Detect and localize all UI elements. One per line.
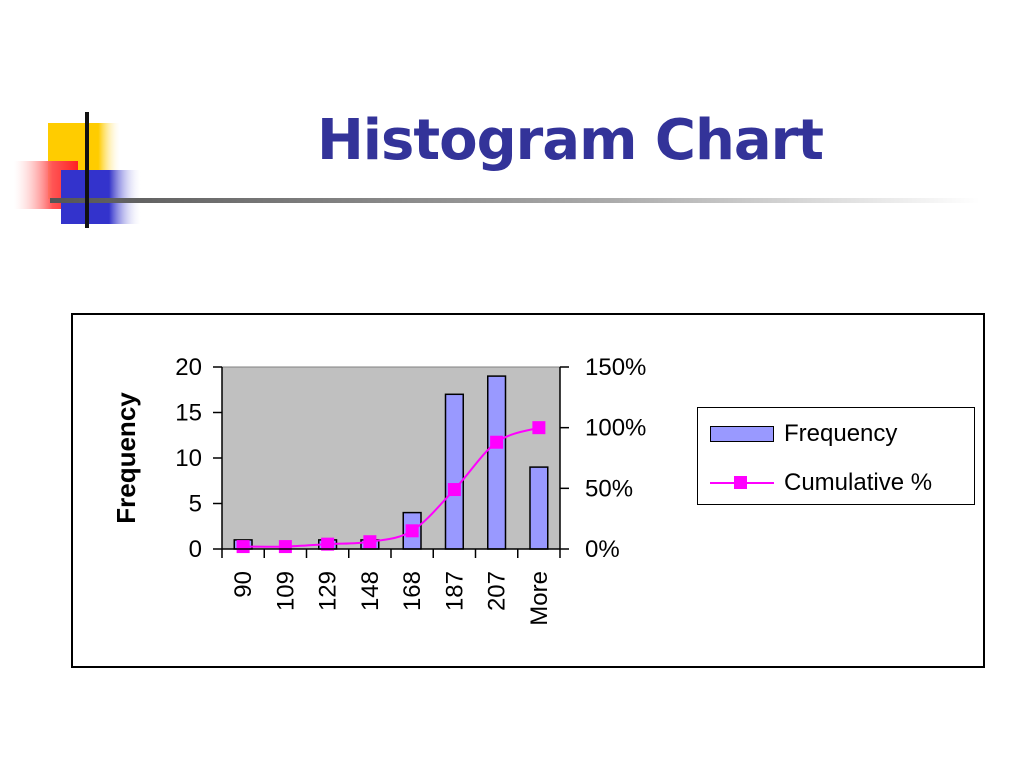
x-tick-label: 168 (399, 571, 426, 611)
bar-frequency (487, 375, 507, 550)
x-tick-label: 90 (230, 571, 257, 598)
cumulative-point (321, 537, 335, 551)
y2-tick-label: 50% (585, 475, 633, 502)
legend-item-frequency: Frequency (698, 416, 974, 456)
legend-label-cumulative: Cumulative % (784, 469, 933, 496)
x-tick-label: 109 (272, 571, 299, 611)
cumulative-point (278, 540, 292, 554)
deco-blue-square (61, 170, 141, 224)
histogram-chart: 0 5 10 15 20 0% 50% 100% 150% 90 109 129 148 168 187… (111, 354, 646, 626)
cumulative-point (363, 535, 377, 549)
legend-bar-swatch (710, 426, 774, 442)
x-tick-label: More (526, 571, 553, 626)
slide-decoration (14, 112, 980, 228)
chart-legend: Frequency Cumulative % (697, 407, 975, 505)
title-rule (50, 198, 980, 203)
legend-item-cumulative: Cumulative % (698, 465, 974, 505)
legend-label-frequency: Frequency (784, 420, 898, 447)
y-tick-label: 10 (175, 445, 202, 472)
y-axis-title: Frequency (111, 392, 141, 524)
plot-area (221, 366, 561, 550)
y2-tick-label: 100% (585, 415, 646, 442)
legend-square-marker-icon (734, 476, 747, 489)
chart-frame: 0 5 10 15 20 0% 50% 100% 150% 90 109 129 148 168 187… (71, 313, 985, 668)
cumulative-point (405, 524, 419, 538)
y2-tick-label: 0% (585, 536, 620, 563)
cumulative-point (236, 540, 250, 554)
cumulative-point (490, 435, 504, 449)
x-tick-label: 207 (484, 571, 511, 611)
cumulative-point (532, 421, 546, 435)
y-tick-label: 15 (175, 400, 202, 427)
x-tick-label: 148 (357, 571, 384, 611)
y-tick-label: 0 (189, 536, 202, 563)
deco-vertical-line (85, 112, 89, 228)
x-tick-label: 187 (441, 571, 468, 611)
cumulative-point (447, 483, 461, 497)
x-tick-label: 129 (315, 571, 342, 611)
bar-frequency (529, 466, 549, 550)
y2-tick-label: 150% (585, 354, 646, 381)
slide-title: Histogram Chart (316, 108, 824, 173)
y-tick-label: 20 (175, 354, 202, 381)
y-tick-label: 5 (189, 491, 202, 518)
bar-frequency (444, 393, 464, 550)
